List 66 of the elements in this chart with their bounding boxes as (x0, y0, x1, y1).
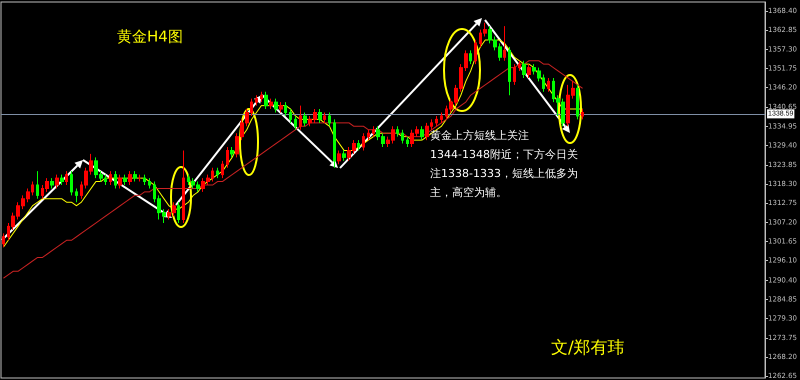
candlestick (255, 94, 258, 106)
candlestick (123, 174, 127, 186)
candlestick (406, 136, 409, 148)
candlestick (2, 232, 5, 248)
candlestick (337, 150, 341, 165)
candlestick (230, 146, 234, 158)
candlestick (518, 60, 521, 72)
candlestick (581, 108, 584, 120)
candlestick (362, 132, 365, 151)
candlestick (264, 91, 268, 110)
candlestick (522, 60, 526, 78)
candlestick (372, 126, 375, 138)
candlestick (143, 174, 146, 186)
line-series (2, 60, 584, 279)
candlestick (328, 112, 331, 127)
candlestick (547, 77, 550, 92)
candlestick (55, 174, 59, 189)
candlestick (182, 150, 185, 224)
candlestick (284, 102, 287, 116)
candlestick (274, 98, 278, 113)
annotation: 文/郑有玮 (551, 338, 625, 358)
candlestick (60, 174, 64, 186)
candlestick (323, 112, 326, 124)
candlestick (527, 64, 531, 78)
candlestick (260, 91, 263, 103)
candlestick (269, 98, 273, 110)
candlestick (342, 150, 346, 162)
candlestick (70, 170, 73, 196)
candlestick (367, 129, 370, 141)
candlestick (435, 115, 438, 127)
candlestick (303, 112, 307, 127)
candlestick (440, 112, 443, 124)
candlestick (333, 118, 336, 168)
candlestick (128, 170, 132, 186)
candlestick (279, 102, 283, 113)
candlestick (109, 170, 112, 186)
candlestick (133, 170, 137, 182)
candlestick (221, 160, 224, 179)
candlestick (401, 129, 404, 144)
candlestick (36, 170, 39, 200)
candlestick (503, 26, 506, 62)
candlestick (65, 170, 68, 186)
candlestick (148, 178, 151, 189)
annotation: 黄金上方短线上关注1344-1348附近；下方今日关注1338-1333，短线上低多为主，高空为辅。 (430, 129, 578, 199)
candlestick (226, 146, 229, 168)
candlestick (318, 108, 322, 124)
candlestick (357, 140, 360, 151)
candlestick (425, 122, 429, 141)
candlestick (474, 39, 477, 65)
candlestick (75, 188, 78, 203)
candlestick (469, 50, 472, 65)
candlestick (50, 178, 54, 189)
candlestick (576, 84, 579, 120)
candlestick (114, 170, 117, 189)
candlestick (138, 174, 141, 182)
candlestick (177, 202, 180, 224)
candlestick (294, 115, 297, 130)
candlestick (508, 46, 511, 96)
text: 黄金H4图 (117, 28, 183, 46)
candlestick (118, 174, 122, 189)
candlestick (299, 105, 302, 130)
candlestick (216, 167, 219, 179)
candlestick (420, 126, 424, 141)
candlestick (513, 64, 516, 86)
candlestick (396, 126, 399, 138)
candlestick (289, 108, 292, 124)
